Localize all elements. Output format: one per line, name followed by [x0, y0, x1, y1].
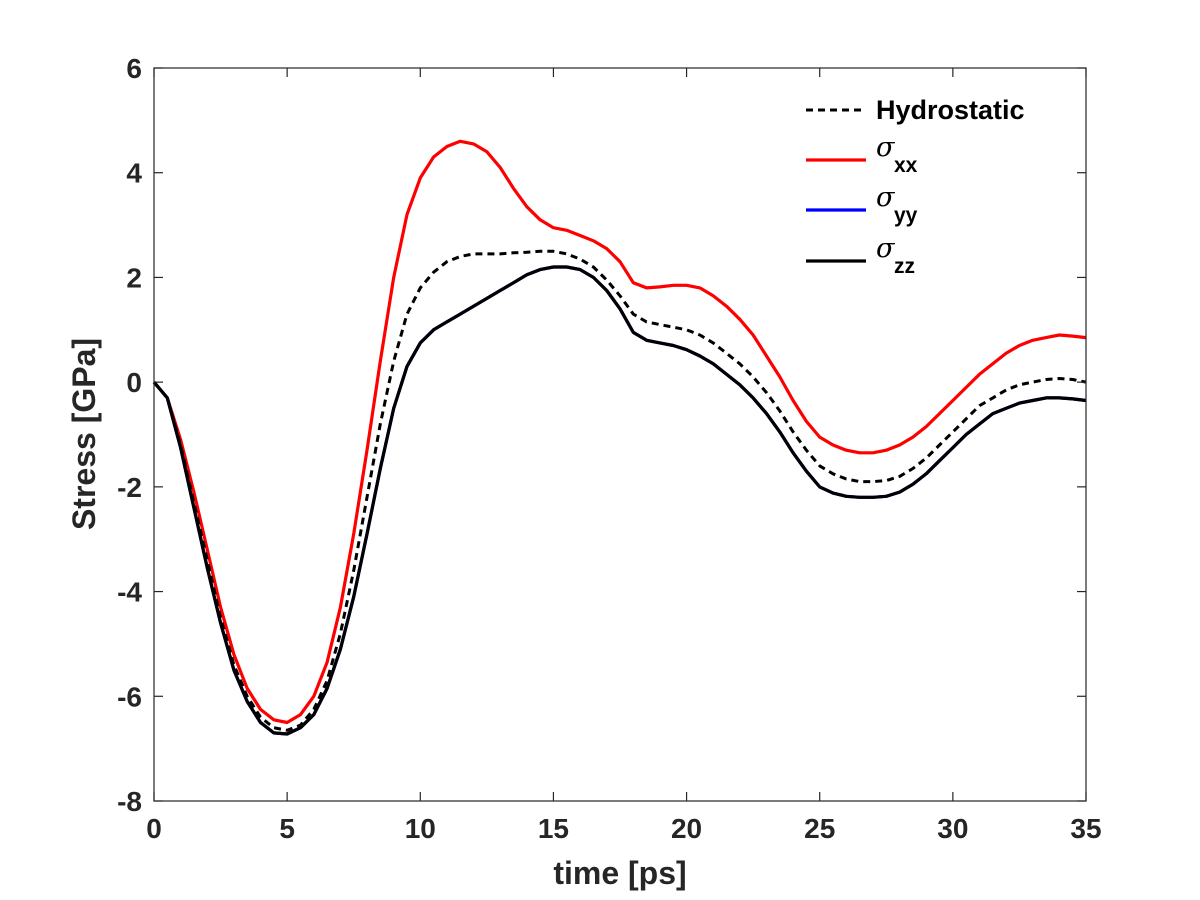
legend-label-subscript: yy	[894, 204, 918, 227]
y-tick-label: -8	[117, 786, 142, 817]
series-line-σxx	[152, 139, 1087, 725]
x-axis-label: time [ps]	[553, 855, 686, 891]
y-tick-label: 0	[126, 367, 142, 398]
y-tick-label: -6	[117, 681, 142, 712]
series-line-σzz	[152, 265, 1087, 736]
plot-frame	[153, 67, 1087, 802]
ticks-layer: 0 5 10 15 20 25 30 35 -8 -6 -4 -2 0 2 4 6	[117, 53, 1101, 844]
y-tick-label: 4	[126, 158, 142, 189]
y-tick-label: -2	[117, 472, 142, 503]
y-tick-label: 2	[126, 262, 142, 293]
x-tick-label: 30	[937, 813, 968, 844]
legend-label-symbol: σ	[876, 233, 896, 264]
y-tick-label: 6	[126, 53, 142, 84]
y-axis-label: Stress [GPa]	[66, 338, 102, 530]
series-layer	[152, 139, 1087, 736]
x-tick-label: 20	[671, 813, 702, 844]
x-tick-label: 0	[146, 813, 162, 844]
legend-label: Hydrostatic	[876, 95, 1025, 125]
legend-label-subscript: xx	[894, 154, 918, 177]
y-tick-label: -4	[117, 577, 142, 608]
legend-label-symbol: σ	[876, 182, 896, 213]
legend-label-symbol: σ	[876, 132, 896, 163]
x-tick-label: 35	[1070, 813, 1101, 844]
x-tick-label: 25	[804, 813, 835, 844]
x-tick-label: 10	[405, 813, 436, 844]
plot-area	[154, 68, 1086, 801]
legend-label-subscript: zz	[894, 255, 915, 278]
x-tick-label: 5	[279, 813, 295, 844]
series-line-Hydrostatic	[152, 249, 1087, 732]
x-tick-label: 15	[538, 813, 569, 844]
